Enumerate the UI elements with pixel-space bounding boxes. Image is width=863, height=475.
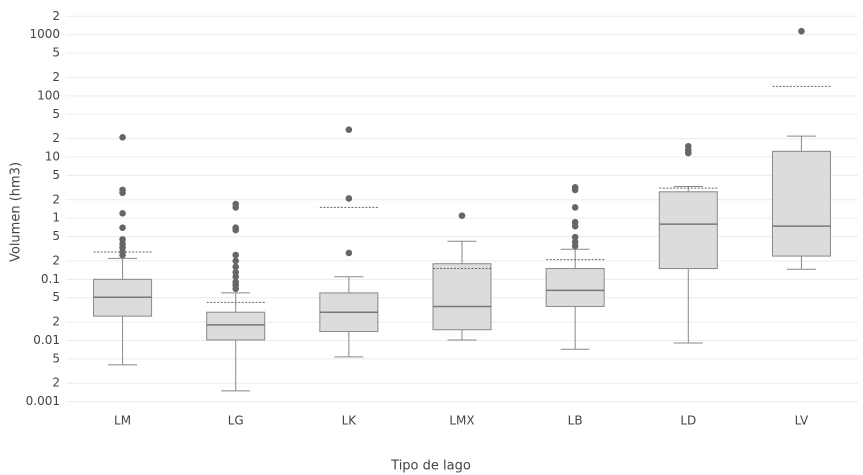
x-tick-label: LMX [449,414,474,428]
outlier [232,273,240,281]
x-axis-title: Tipo de lago [390,459,471,474]
box [658,191,718,270]
outlier [684,149,692,157]
y-tick-label: 1 [52,211,60,225]
outlier [232,251,240,259]
outlier [232,257,240,265]
y-tick-label: 2 [52,315,60,329]
outlier [232,204,240,211]
outlier [119,224,126,231]
y-tick-label: 10 [45,150,60,164]
outlier [571,204,579,211]
box [432,263,492,331]
y-axis-title: Volumen (hm3) [9,162,24,262]
y-tick-label: 5 [52,107,60,121]
y-tick-label: 2 [52,376,60,390]
outlier [119,210,126,217]
y-tick-label: 5 [52,229,60,243]
outlier [119,134,126,141]
x-tick-label: LM [114,414,131,428]
box [206,311,266,341]
x-tick-label: LB [568,414,583,428]
box [771,150,831,257]
y-tick-label: 100 [37,88,60,102]
outlier [571,242,579,250]
outlier [119,251,126,259]
x-tick-label: LK [342,414,358,428]
y-tick-label: 1000 [29,27,60,41]
x-tick-label: LV [795,414,809,428]
y-tick-label: 5 [52,168,60,182]
y-tick-label: 0.1 [41,272,60,286]
outlier [232,285,240,293]
y-tick-label: 0.01 [33,333,60,347]
outlier [232,263,240,271]
outlier [345,126,353,133]
outlier [571,233,579,241]
y-tick-label: 5 [52,351,60,365]
y-tick-label: 2 [52,131,60,145]
outlier [798,27,805,35]
y-tick-label: 2 [52,9,60,23]
outlier [232,226,240,234]
outlier [571,222,579,230]
x-tick-label: LD [680,414,696,428]
x-tick-label: LG [228,414,244,428]
box [545,268,605,307]
outlier [119,189,126,197]
y-tick-label: 2 [52,192,60,206]
y-tick-label: 0.001 [26,394,60,408]
y-tick-label: 5 [52,46,60,60]
y-tick-label: 5 [52,290,60,304]
outlier [345,195,353,202]
y-tick-label: 2 [52,253,60,267]
outlier [458,212,466,219]
outlier [571,186,579,194]
y-tick-label: 2 [52,70,60,84]
outlier [345,249,353,257]
